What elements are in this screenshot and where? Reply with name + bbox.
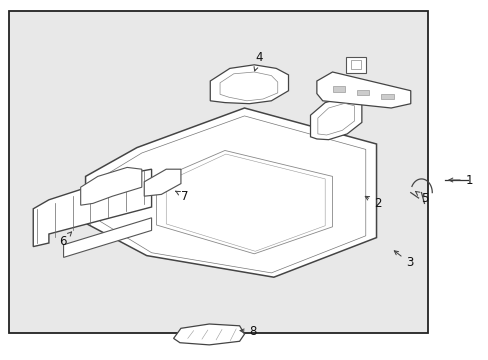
Text: 5: 5: [415, 192, 427, 204]
Text: 7: 7: [175, 190, 188, 203]
Bar: [9, 11, 427, 333]
Polygon shape: [81, 167, 142, 205]
Polygon shape: [316, 72, 410, 108]
Text: 2: 2: [365, 196, 381, 210]
Polygon shape: [346, 57, 365, 73]
Polygon shape: [332, 86, 344, 92]
Polygon shape: [33, 169, 151, 247]
Polygon shape: [156, 150, 332, 254]
Text: 1: 1: [448, 174, 472, 186]
Polygon shape: [210, 65, 288, 104]
Text: 6: 6: [59, 232, 71, 248]
Text: 4: 4: [254, 51, 263, 71]
Polygon shape: [310, 97, 361, 140]
Text: 3: 3: [393, 251, 413, 269]
Polygon shape: [144, 169, 181, 196]
Polygon shape: [85, 108, 376, 277]
Polygon shape: [381, 94, 393, 99]
Polygon shape: [356, 90, 368, 95]
Polygon shape: [63, 218, 151, 257]
Text: 8: 8: [240, 325, 257, 338]
Polygon shape: [173, 324, 244, 345]
